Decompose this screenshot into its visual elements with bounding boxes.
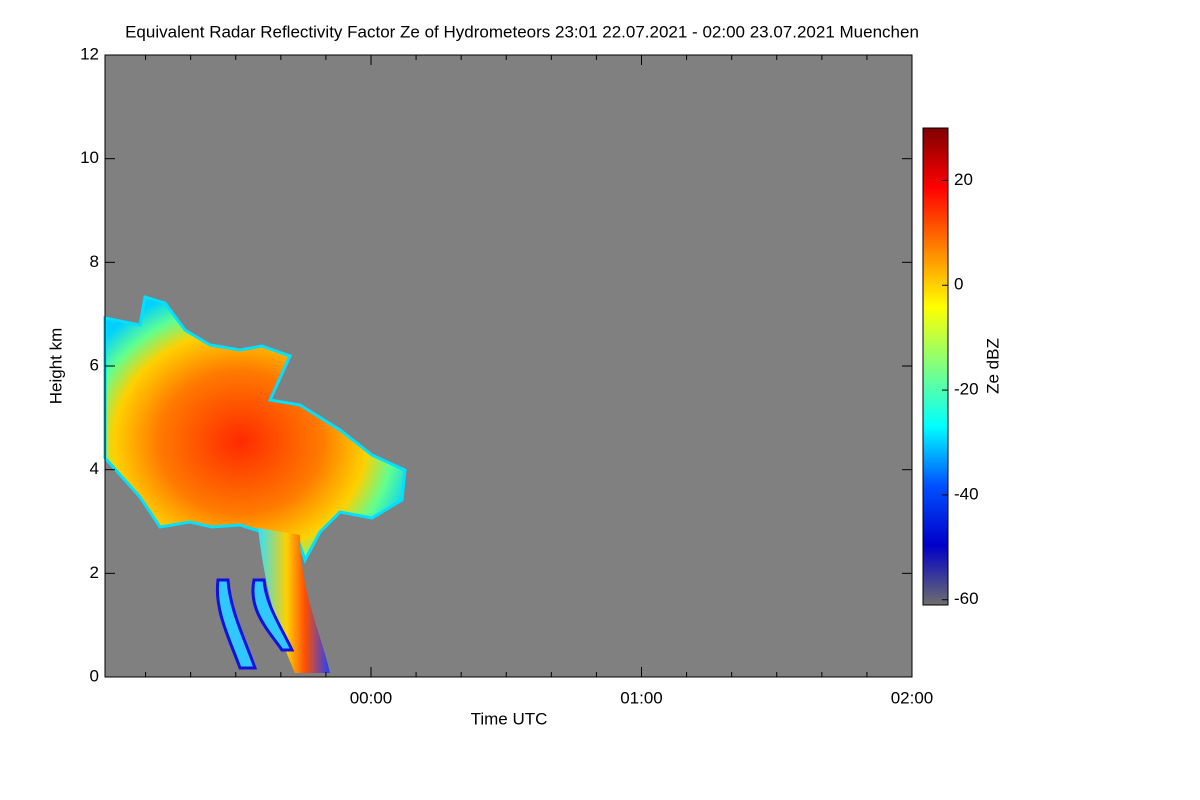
colorbar — [922, 127, 949, 606]
y-tick-label: 4 — [90, 459, 99, 478]
colorbar-tick-label: -20 — [954, 380, 979, 399]
x-tick-label: 00:00 — [350, 688, 393, 707]
colorbar-tick-label: 0 — [954, 275, 963, 294]
y-tick-label: 6 — [90, 355, 99, 374]
x-tick-label: 01:00 — [620, 688, 663, 707]
colorbar-tick-label: -40 — [954, 484, 979, 503]
y-tick-label: 2 — [90, 563, 99, 582]
y-tick-label: 10 — [80, 148, 99, 167]
x-tick-label: 02:00 — [891, 688, 934, 707]
chart-title: Equivalent Radar Reflectivity Factor Ze … — [125, 22, 919, 41]
x-axis-label: Time UTC — [471, 709, 548, 728]
y-tick-label: 0 — [90, 666, 99, 685]
radar-echo — [103, 295, 407, 673]
colorbar-tick-label: 20 — [954, 170, 973, 189]
y-tick-label: 8 — [90, 252, 99, 271]
y-axis-label: Height km — [46, 328, 65, 405]
y-tick-label: 12 — [80, 44, 99, 63]
colorbar-label: Ze dBZ — [983, 338, 1002, 394]
colorbar-tick-label: -60 — [954, 589, 979, 608]
